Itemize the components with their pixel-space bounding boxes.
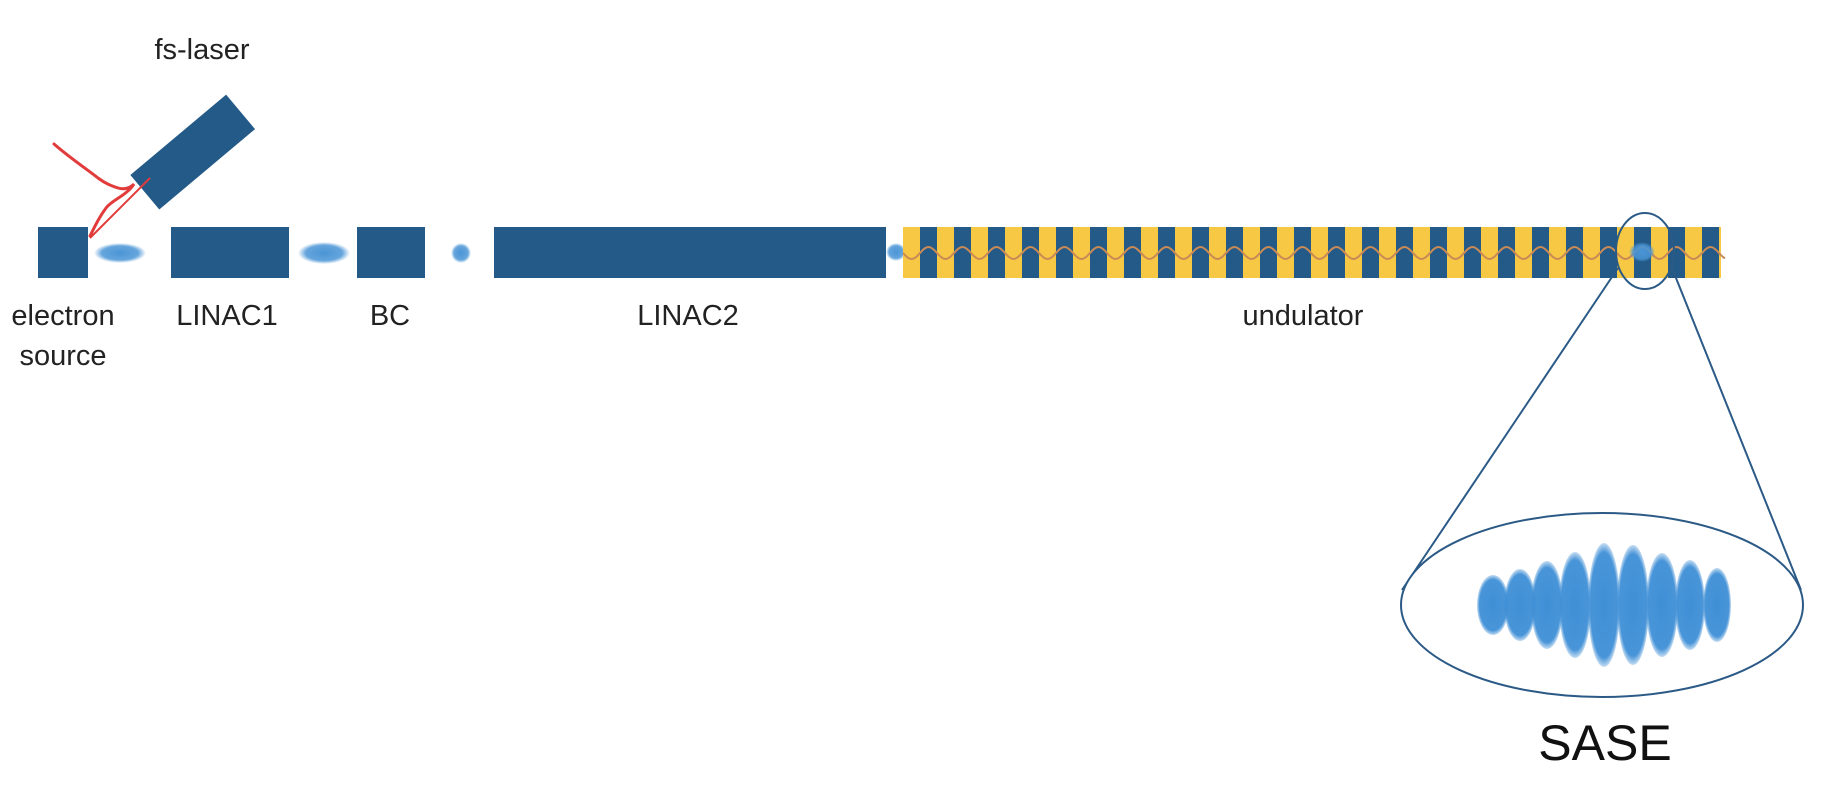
undulator-pole-yellow bbox=[1719, 227, 1721, 278]
microbunch-slice bbox=[1617, 545, 1649, 665]
undulator-pole-yellow bbox=[1277, 227, 1294, 278]
undulator-pole-blue bbox=[1464, 227, 1481, 278]
undulator-pole-blue bbox=[1498, 227, 1515, 278]
microbunch-slice bbox=[1703, 568, 1731, 642]
undulator-pole-blue bbox=[1362, 227, 1379, 278]
undulator-pole-blue bbox=[1022, 227, 1039, 278]
undulator-pole-yellow bbox=[1141, 227, 1158, 278]
undulator-pole-yellow bbox=[1073, 227, 1090, 278]
fs-laser-label: fs-laser bbox=[154, 34, 249, 66]
undulator-pole-blue bbox=[1294, 227, 1311, 278]
laser-device-icon bbox=[130, 94, 256, 210]
bc-block bbox=[357, 227, 425, 278]
undulator-pole-yellow bbox=[971, 227, 988, 278]
electron-source: electron source bbox=[11, 227, 115, 372]
microbunch-slice bbox=[1531, 561, 1563, 649]
undulator-pole-yellow bbox=[1107, 227, 1124, 278]
undulator-pole-blue bbox=[1396, 227, 1413, 278]
undulator-pole-yellow bbox=[1379, 227, 1396, 278]
linac2-label: LINAC2 bbox=[637, 300, 739, 332]
undulator-pole-blue bbox=[1124, 227, 1141, 278]
bc-label: BC bbox=[370, 300, 410, 332]
electron-bunch-icon bbox=[298, 242, 350, 264]
undulator-pole-blue bbox=[1532, 227, 1549, 278]
linac2-block bbox=[494, 227, 886, 278]
bunch-compressor: BC bbox=[357, 227, 425, 332]
fs-laser: fs-laser bbox=[52, 34, 256, 239]
undulator-pole-blue bbox=[1430, 227, 1447, 278]
undulator-pole-yellow bbox=[1583, 227, 1600, 278]
microbunch-slice bbox=[1559, 552, 1591, 658]
sase-microbunches bbox=[1477, 543, 1731, 667]
electron-bunch-icon bbox=[451, 243, 471, 263]
undulator-pole-blue bbox=[1090, 227, 1107, 278]
electron-source-block bbox=[38, 227, 88, 278]
electron-bunch-icon bbox=[94, 243, 146, 263]
undulator: undulator bbox=[902, 227, 1726, 332]
undulator-pole-yellow bbox=[1175, 227, 1192, 278]
microbunch-slice bbox=[1675, 560, 1705, 650]
undulator-poles bbox=[903, 227, 1721, 278]
undulator-pole-yellow bbox=[1617, 227, 1634, 278]
undulator-pole-blue bbox=[988, 227, 1005, 278]
undulator-pole-blue bbox=[1192, 227, 1209, 278]
electron-trajectory bbox=[902, 245, 1726, 261]
undulator-pole-blue bbox=[954, 227, 971, 278]
magnifier-icon: SASE bbox=[1400, 212, 1804, 771]
linac1-label: LINAC1 bbox=[176, 300, 278, 332]
undulator-pole-yellow bbox=[1311, 227, 1328, 278]
undulator-pole-yellow bbox=[937, 227, 954, 278]
sase-label: SASE bbox=[1538, 715, 1671, 771]
laser-beam bbox=[89, 177, 151, 239]
undulator-pole-yellow bbox=[1651, 227, 1668, 278]
undulator-pole-yellow bbox=[1039, 227, 1056, 278]
undulator-pole-yellow bbox=[1515, 227, 1532, 278]
undulator-pole-blue bbox=[1702, 227, 1719, 278]
undulator-pole-blue bbox=[1566, 227, 1583, 278]
undulator-pole-blue bbox=[1226, 227, 1243, 278]
undulator-pole-yellow bbox=[903, 227, 920, 278]
microbunch-slice bbox=[1588, 543, 1620, 667]
linac1: LINAC1 bbox=[171, 227, 289, 332]
magnifier-right-line bbox=[1671, 267, 1802, 591]
undulator-pole-blue bbox=[1056, 227, 1073, 278]
electron-bunch-icon bbox=[1629, 242, 1655, 262]
undulator-label: undulator bbox=[1243, 300, 1364, 332]
undulator-pole-yellow bbox=[1005, 227, 1022, 278]
electron-source-label-line2: source bbox=[19, 340, 106, 372]
undulator-pole-blue bbox=[1260, 227, 1277, 278]
linac2: LINAC2 bbox=[494, 227, 886, 332]
undulator-pole-yellow bbox=[1549, 227, 1566, 278]
undulator-pole-yellow bbox=[1209, 227, 1226, 278]
undulator-pole-blue bbox=[1158, 227, 1175, 278]
electron-bunch-icon bbox=[886, 243, 906, 261]
undulator-pole-blue bbox=[1328, 227, 1345, 278]
electron-source-label-line1: electron bbox=[11, 300, 114, 332]
microbunch-slice bbox=[1504, 569, 1536, 641]
undulator-pole-yellow bbox=[1447, 227, 1464, 278]
magnifier-left-line bbox=[1401, 267, 1619, 591]
undulator-pole-blue bbox=[920, 227, 937, 278]
laser-pulse-icon bbox=[52, 142, 136, 238]
undulator-pole-yellow bbox=[1243, 227, 1260, 278]
microbunch-slice bbox=[1646, 553, 1678, 657]
undulator-pole-yellow bbox=[1685, 227, 1702, 278]
undulator-pole-blue bbox=[1600, 227, 1617, 278]
microbunch-slice bbox=[1477, 575, 1509, 635]
undulator-pole-yellow bbox=[1481, 227, 1498, 278]
undulator-pole-yellow bbox=[1413, 227, 1430, 278]
magnifier-small-circle bbox=[1615, 212, 1675, 290]
linac1-block bbox=[171, 227, 289, 278]
undulator-pole-yellow bbox=[1345, 227, 1362, 278]
